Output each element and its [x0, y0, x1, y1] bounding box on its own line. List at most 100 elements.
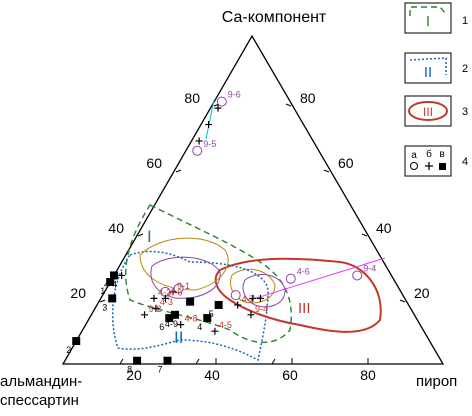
cross-point	[256, 294, 264, 302]
point-label: 9-1	[177, 281, 190, 291]
trend-line	[205, 99, 215, 140]
legend-symbol-1: I	[426, 13, 430, 30]
right-tick-label: 60	[338, 155, 354, 171]
left-tick-label: 80	[184, 90, 200, 106]
field-III-boundary	[214, 257, 382, 333]
field-II-boundary	[111, 250, 269, 362]
cross-point	[211, 327, 219, 335]
right-tick-label: 20	[414, 285, 430, 301]
point-label: 9-4	[363, 263, 376, 273]
point-label: 7	[157, 365, 162, 375]
legend-square-icon	[439, 163, 446, 170]
legend-symbol-3: III	[423, 105, 433, 119]
square-point	[108, 294, 117, 303]
circle-point	[230, 290, 241, 301]
apex-top-label: Са-компонент	[222, 9, 327, 26]
left-tick-label: 20	[70, 285, 86, 301]
point-label: 8	[127, 365, 132, 375]
legend-box-4	[404, 145, 452, 177]
left-tick-label: 40	[108, 220, 124, 236]
tick-marks	[99, 103, 406, 365]
cross-point	[141, 311, 149, 319]
point-label: 4-5	[219, 320, 232, 330]
square-point	[163, 356, 172, 365]
field-I-label: I	[147, 227, 152, 246]
point-label: 4-2	[158, 287, 171, 297]
apex-left-label-2: спессартин	[0, 392, 79, 409]
point-label: 2	[66, 345, 71, 355]
square-point	[106, 278, 115, 286]
point-label: 9-6	[228, 90, 241, 100]
cross-point	[247, 311, 255, 319]
square-point	[133, 356, 142, 365]
point-label: 4-6	[169, 287, 182, 297]
minor-field-boundary	[139, 237, 229, 291]
point-label: 4-3	[160, 297, 173, 307]
legend-box-1	[404, 2, 452, 34]
legend-line-1	[409, 6, 447, 16]
bottom-tick-label: 60	[282, 367, 298, 383]
point-label: 9-5	[203, 139, 216, 149]
legend-sub-a: а	[411, 150, 417, 161]
point-label: 1	[100, 286, 105, 296]
cross-point	[150, 294, 158, 302]
right-tick-label: 40	[376, 220, 392, 236]
legend-cross-icon	[425, 162, 433, 170]
circle-point	[352, 270, 363, 281]
legend-symbol-2: II	[424, 64, 432, 81]
circle-point	[285, 273, 296, 284]
square-point	[203, 314, 212, 323]
legend: I 1 II 2 III 3 а б в 4	[404, 2, 468, 177]
ternary-frame	[61, 34, 445, 365]
cross-point	[161, 294, 169, 302]
cross-point	[152, 304, 160, 312]
legend-key-3: 3	[462, 106, 468, 118]
bottom-tick-label: 40	[204, 367, 220, 383]
square-point	[110, 271, 119, 280]
square-point	[186, 297, 195, 306]
bottom-tick-label: 80	[360, 367, 376, 383]
point-label: 4-8	[185, 314, 198, 324]
cross-point	[169, 288, 177, 296]
left-tick-label: 60	[146, 155, 162, 171]
minor-field-boundary	[230, 268, 276, 304]
legend-circle-icon	[410, 162, 418, 170]
apex-left-label-1: альмандин-	[0, 373, 82, 390]
field-III-label: III	[298, 300, 311, 317]
point-label: 4-4	[104, 279, 117, 289]
square-point	[72, 337, 81, 346]
circle-point	[173, 283, 184, 294]
point-label: 5	[209, 309, 214, 319]
cross-point	[214, 104, 222, 112]
field-II-label: II	[174, 328, 183, 347]
square-point	[165, 314, 174, 323]
cross-point	[205, 121, 213, 129]
cross-point	[234, 301, 242, 309]
point-label: 4-6	[297, 267, 310, 277]
legend-sub-b: б	[426, 148, 432, 160]
cross-point	[177, 321, 185, 329]
square-point	[214, 300, 223, 309]
field-I-boundary	[125, 204, 292, 344]
circle-point	[216, 96, 227, 107]
square-point	[170, 310, 179, 319]
trend-line	[249, 257, 386, 301]
cross-point	[118, 271, 126, 279]
minor-field-boundary	[242, 274, 286, 308]
point-label: 4-7	[242, 294, 255, 304]
minor-field-boundary	[150, 256, 221, 299]
point-label: 4-9	[165, 319, 178, 329]
legend-key-1: 1	[462, 15, 468, 27]
apex-right-label: пироп	[416, 373, 457, 390]
point-label: 9-4	[255, 304, 268, 314]
bottom-tick-label: 20	[126, 367, 142, 383]
legend-key-4: 4	[462, 156, 468, 168]
point-label: 4	[197, 322, 202, 332]
point-label: 6	[159, 322, 164, 332]
circle-point	[192, 145, 203, 156]
legend-key-2: 2	[462, 63, 468, 75]
legend-line-2	[409, 57, 447, 75]
cross-point	[249, 294, 257, 302]
